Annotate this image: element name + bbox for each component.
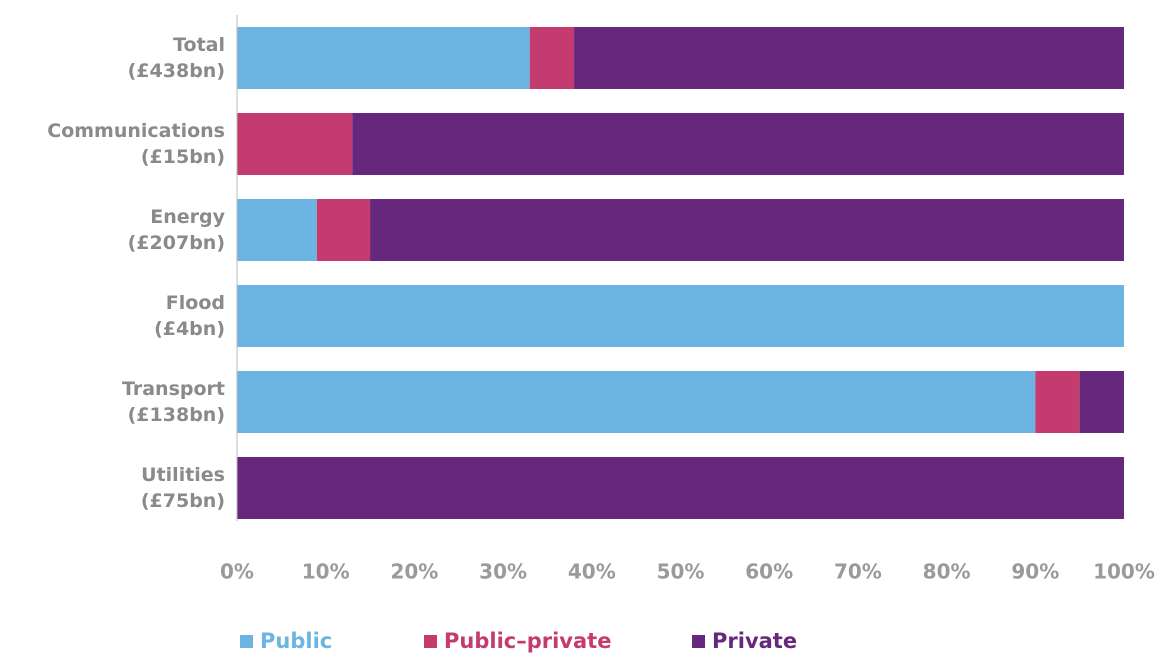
y-tick-label: Total (£438bn) (127, 34, 225, 82)
bar-segment (237, 371, 1036, 433)
bar-segment (1035, 371, 1080, 433)
x-tick-label: 80% (923, 560, 971, 584)
legend-swatch (692, 635, 705, 648)
bar-segment (529, 27, 575, 89)
x-tick-label: 10% (302, 560, 350, 584)
bar-segment (352, 113, 1124, 175)
bar-segment (237, 27, 530, 89)
legend-swatch (240, 635, 253, 648)
bar-segment (1079, 371, 1124, 433)
x-tick-label: 70% (834, 560, 882, 584)
y-tick-label: Utilities (£75bn) (140, 464, 225, 512)
legend-swatch (424, 635, 437, 648)
x-tick-label: 90% (1011, 560, 1059, 584)
x-tick-label: 60% (745, 560, 793, 584)
bar-segment (237, 457, 1124, 519)
bar-segment (316, 199, 371, 261)
bar-segment (237, 113, 353, 175)
x-tick-label: 20% (390, 560, 438, 584)
x-tick-label: 30% (479, 560, 527, 584)
x-tick-label: 0% (220, 560, 254, 584)
y-tick-label: Communications (£15bn) (47, 120, 225, 168)
bar-segment (370, 199, 1124, 261)
bar-segment (237, 199, 317, 261)
y-tick-label: Transport (£138bn) (121, 378, 225, 426)
legend-label: Public–private (444, 629, 611, 653)
bar-segment (574, 27, 1124, 89)
legend-label: Public (260, 629, 332, 653)
x-tick-label: 100% (1093, 560, 1155, 584)
bar-segment (237, 285, 1124, 347)
y-tick-label: Flood (£4bn) (154, 292, 225, 340)
x-tick-label: 40% (568, 560, 616, 584)
legend-label: Private (712, 629, 797, 653)
y-tick-label: Energy (£207bn) (127, 206, 225, 254)
x-tick-label: 50% (657, 560, 705, 584)
